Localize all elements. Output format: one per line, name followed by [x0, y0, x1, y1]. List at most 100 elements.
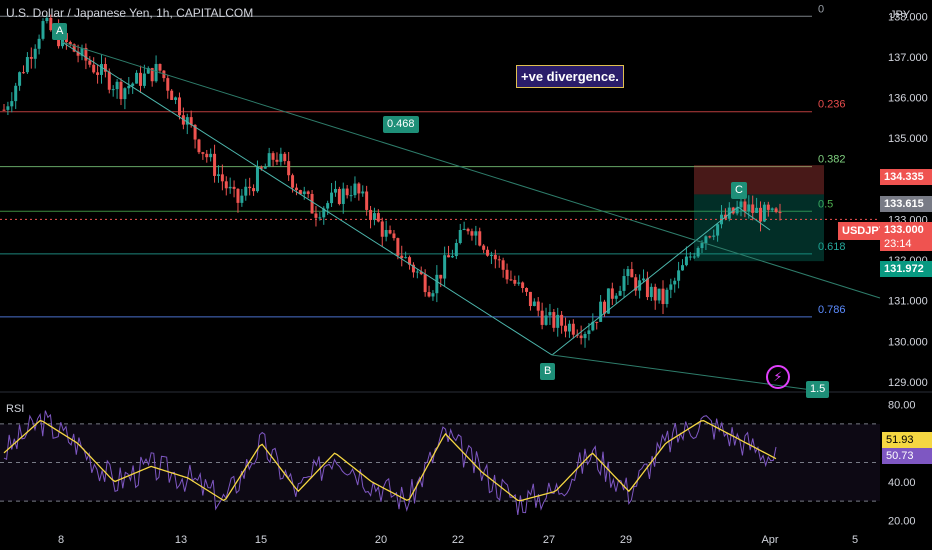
- fib-ratio-label: 0: [818, 3, 824, 15]
- candle-body: [450, 256, 454, 258]
- trend-line: [61, 41, 881, 299]
- candle-body: [236, 188, 240, 203]
- candle-body: [185, 117, 189, 125]
- point-b-label[interactable]: B: [540, 363, 556, 380]
- candle-body: [423, 274, 427, 293]
- candle-body: [466, 228, 470, 232]
- rsi-ma-line: [3, 419, 777, 502]
- candle-body: [263, 166, 267, 169]
- candle-body: [681, 265, 685, 271]
- candle-body: [454, 242, 458, 257]
- candle-body: [107, 71, 111, 90]
- candle-body: [489, 254, 493, 256]
- rsi-ma-label: 50.73: [882, 448, 932, 464]
- candle-body: [645, 278, 649, 298]
- candle-body: [447, 255, 451, 258]
- fib-ratio-label: 0.5: [818, 198, 833, 210]
- date-tick-label: 20: [375, 534, 387, 546]
- candle-body: [493, 254, 497, 260]
- candle-body: [228, 186, 232, 189]
- rsi-panel: 80.00 40.00 20.00: [0, 391, 932, 527]
- candle-body: [634, 277, 638, 291]
- candle-body: [626, 269, 630, 277]
- candle-body: [146, 68, 150, 74]
- candle-body: [322, 208, 326, 218]
- fib-ratio-label: 0.382: [818, 154, 846, 166]
- point-d-label[interactable]: 1.5: [806, 381, 830, 398]
- candle-body: [478, 231, 482, 246]
- candle-body: [548, 312, 552, 316]
- candle-body: [497, 259, 501, 261]
- candle-body: [583, 333, 587, 339]
- date-tick-label: 27: [543, 534, 555, 546]
- candle-body: [591, 321, 595, 331]
- candle-body: [314, 213, 318, 218]
- currency-label: JPY: [890, 9, 911, 21]
- candle-body: [540, 310, 544, 325]
- candle-body: [696, 248, 700, 257]
- entry-price-label: 133.615: [880, 196, 932, 212]
- candle-body: [528, 291, 532, 307]
- candle-body: [197, 139, 201, 153]
- candle-body: [712, 235, 716, 237]
- candle-body: [474, 231, 478, 236]
- candle-body: [189, 117, 193, 125]
- point-a-label[interactable]: A: [52, 23, 68, 40]
- fib-ratio-label: 0.236: [818, 99, 846, 111]
- candle-body: [29, 57, 33, 59]
- candle-body: [443, 255, 447, 279]
- candle-body: [759, 207, 763, 222]
- candle-body: [486, 249, 490, 256]
- candle-body: [330, 192, 334, 204]
- candle-body: [396, 238, 400, 256]
- candle-body: [88, 60, 92, 65]
- trend-line: [61, 41, 553, 356]
- candle-body: [517, 282, 521, 284]
- date-tick-label: 13: [175, 534, 187, 546]
- candle-body: [279, 153, 283, 162]
- divergence-note[interactable]: +ve divergence.: [516, 65, 624, 88]
- candle-body: [618, 290, 622, 296]
- rsi-tick-label: 80.00: [888, 400, 916, 412]
- candle-body: [630, 269, 634, 278]
- candle-body: [688, 256, 692, 258]
- symbol-tag[interactable]: USDJPY: [838, 222, 891, 240]
- candle-body: [193, 124, 197, 140]
- candle-body: [345, 188, 349, 196]
- candle-body: [564, 325, 568, 332]
- candle-body: [536, 301, 540, 311]
- candle-body: [544, 315, 548, 325]
- candle-body: [735, 207, 739, 214]
- candle-body: [774, 208, 778, 213]
- candle-body: [142, 73, 146, 86]
- target-price-label: 131.972: [880, 261, 932, 277]
- candle-body: [365, 191, 369, 210]
- point-c-label[interactable]: C: [731, 182, 747, 199]
- candle-body: [201, 152, 205, 154]
- candle-body: [341, 188, 345, 204]
- candle-body: [45, 17, 49, 22]
- candle-body: [349, 195, 353, 197]
- price-tick-label: 131.000: [888, 296, 928, 308]
- candle-body: [766, 204, 770, 210]
- candle-body: [76, 51, 80, 56]
- date-tick-label: 29: [620, 534, 632, 546]
- candle-body: [747, 204, 751, 212]
- candle-body: [271, 153, 275, 160]
- rsi-label: RSI: [6, 403, 25, 415]
- ratio-box[interactable]: 0.468: [383, 116, 419, 133]
- candle-body: [415, 271, 419, 273]
- candle-body: [306, 191, 310, 194]
- candle-body: [302, 191, 306, 195]
- candle-body: [326, 203, 330, 209]
- candle-body: [606, 288, 610, 314]
- candle-body: [673, 280, 677, 285]
- candle-body: [603, 301, 607, 314]
- target-zone: [694, 194, 824, 262]
- lightning-icon[interactable]: ⚡: [766, 365, 790, 389]
- candle-body: [388, 230, 392, 234]
- candle-body: [240, 195, 244, 203]
- candle-body: [80, 47, 84, 56]
- candle-body: [372, 213, 376, 220]
